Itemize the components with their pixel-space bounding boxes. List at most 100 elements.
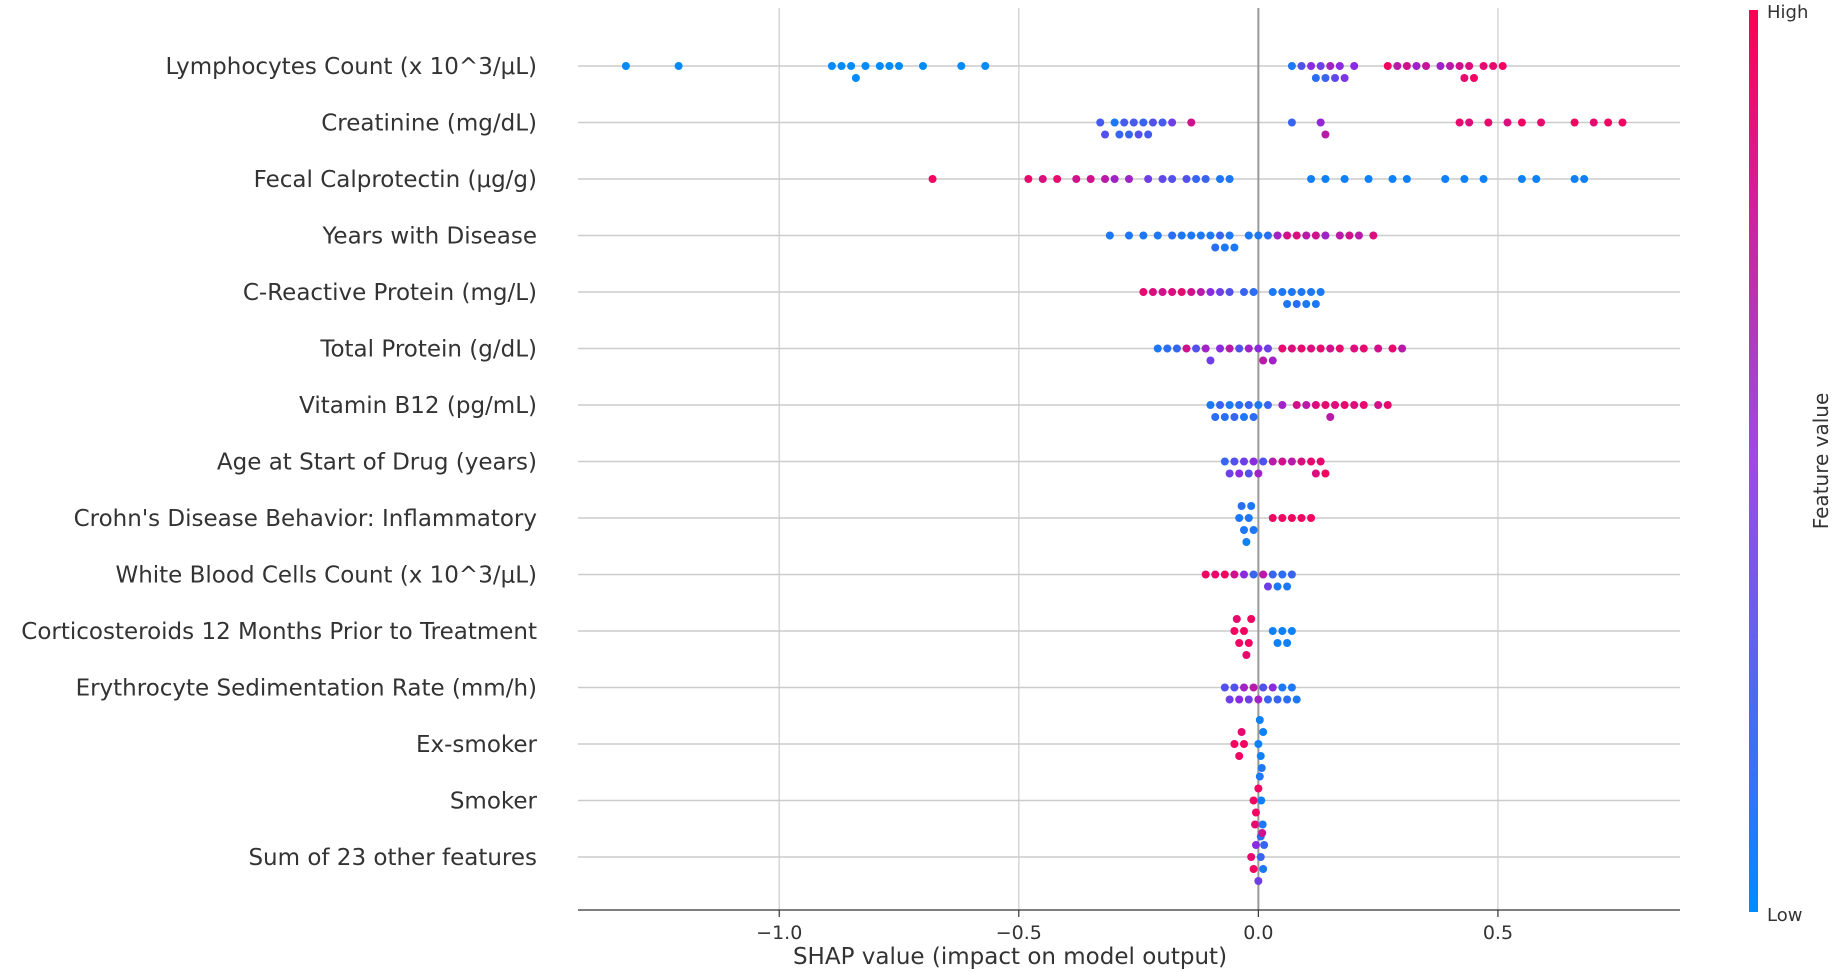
shap-point	[1374, 401, 1383, 409]
shap-point	[1287, 514, 1296, 522]
shap-point	[1249, 288, 1258, 296]
shap-point	[1278, 457, 1287, 466]
shap-point	[1256, 853, 1265, 861]
shap-point	[1144, 130, 1153, 139]
shap-point	[1182, 344, 1191, 353]
shap-point	[674, 62, 683, 70]
shap-point	[1297, 344, 1306, 353]
feature-label: Lymphocytes Count (x 10^3/μL)	[165, 54, 537, 80]
shap-point	[1158, 118, 1167, 127]
shap-point	[1263, 231, 1272, 240]
shap-point	[1321, 74, 1330, 82]
shap-point	[981, 62, 990, 70]
shap-point	[1177, 231, 1186, 240]
shap-point	[1287, 344, 1296, 353]
shap-point	[1182, 175, 1191, 183]
shap-point	[1259, 457, 1268, 466]
shap-point	[1297, 457, 1306, 466]
shap-point	[621, 62, 630, 70]
colorbar-title: Feature value	[1809, 393, 1832, 530]
shap-point	[1340, 74, 1349, 82]
shap-point	[1340, 401, 1349, 409]
shap-point	[1469, 74, 1478, 82]
feature-label: C-Reactive Protein (mg/L)	[243, 280, 537, 306]
feature-label: Erythrocyte Sedimentation Rate (mm/h)	[76, 676, 537, 702]
shap-point	[1517, 118, 1526, 127]
shap-point	[1268, 288, 1277, 296]
shap-point	[1283, 300, 1292, 308]
shap-point	[1201, 175, 1210, 183]
shap-point	[1206, 231, 1215, 240]
shap-point	[1335, 344, 1344, 353]
shap-point	[861, 62, 870, 70]
grid-lines	[578, 8, 1680, 910]
shap-point	[1460, 175, 1469, 183]
shap-point	[1287, 457, 1296, 466]
shap-point	[1316, 62, 1325, 70]
shap-point	[1268, 570, 1277, 579]
shap-point	[1220, 683, 1229, 692]
shap-point	[1570, 118, 1579, 127]
shap-point	[1393, 62, 1402, 70]
shap-point	[1201, 570, 1210, 579]
x-tick-label: −0.5	[996, 922, 1042, 944]
shap-point	[1216, 344, 1225, 353]
shap-point	[1216, 231, 1225, 240]
shap-point	[1604, 118, 1613, 127]
feature-label: Fecal Calprotectin (μg/g)	[254, 167, 537, 193]
shap-point	[1326, 413, 1335, 421]
shap-point	[1316, 344, 1325, 353]
shap-point	[1211, 413, 1220, 421]
shap-point	[1455, 118, 1464, 127]
shap-point	[1230, 243, 1239, 252]
shap-point	[1589, 118, 1598, 127]
shap-point	[1278, 514, 1287, 522]
shap-point	[1321, 231, 1330, 240]
shap-point	[1257, 764, 1266, 772]
shap-point	[1172, 344, 1181, 353]
shap-point	[1225, 469, 1234, 478]
shap-point	[1259, 356, 1268, 365]
shap-point	[1242, 651, 1251, 659]
shap-point	[1110, 118, 1119, 127]
shap-point	[1235, 401, 1244, 409]
shap-point	[1230, 740, 1239, 748]
shap-point	[1053, 175, 1062, 183]
shap-point	[1258, 820, 1267, 829]
shap-point	[1216, 401, 1225, 409]
shap-point	[1316, 288, 1325, 296]
shap-point	[918, 62, 927, 70]
shap-point	[1388, 175, 1397, 183]
shap-point	[1398, 344, 1407, 353]
shap-point	[1460, 74, 1469, 82]
shap-point	[1232, 615, 1241, 623]
shap-point	[1158, 175, 1167, 183]
shap-point	[1257, 796, 1266, 805]
shap-point	[1302, 300, 1311, 308]
shap-point	[1101, 130, 1110, 139]
shap-point	[1125, 130, 1133, 139]
shap-point	[1297, 62, 1306, 70]
shap-point	[1211, 570, 1220, 579]
shap-point	[1283, 582, 1292, 591]
shap-point	[1115, 130, 1124, 139]
x-axis-label: SHAP value (impact on model output)	[793, 944, 1227, 970]
feature-label: White Blood Cells Count (x 10^3/μL)	[115, 563, 537, 589]
shap-point	[1268, 627, 1277, 635]
shap-point	[1422, 62, 1431, 70]
shap-point	[1086, 175, 1095, 183]
x-tick-label: 0.0	[1243, 922, 1273, 944]
shap-point	[1292, 695, 1301, 704]
shap-point	[1316, 457, 1325, 466]
shap-point	[1230, 627, 1239, 635]
shap-point	[1278, 683, 1287, 692]
shap-point	[1321, 401, 1330, 409]
shap-point	[1297, 514, 1306, 522]
shap-point	[1311, 231, 1320, 240]
shap-point	[1263, 695, 1272, 704]
shap-point	[1331, 401, 1340, 409]
shap-point	[1307, 288, 1316, 296]
shap-point	[1239, 413, 1248, 421]
shap-point	[1235, 752, 1244, 760]
shap-point	[1307, 175, 1316, 183]
